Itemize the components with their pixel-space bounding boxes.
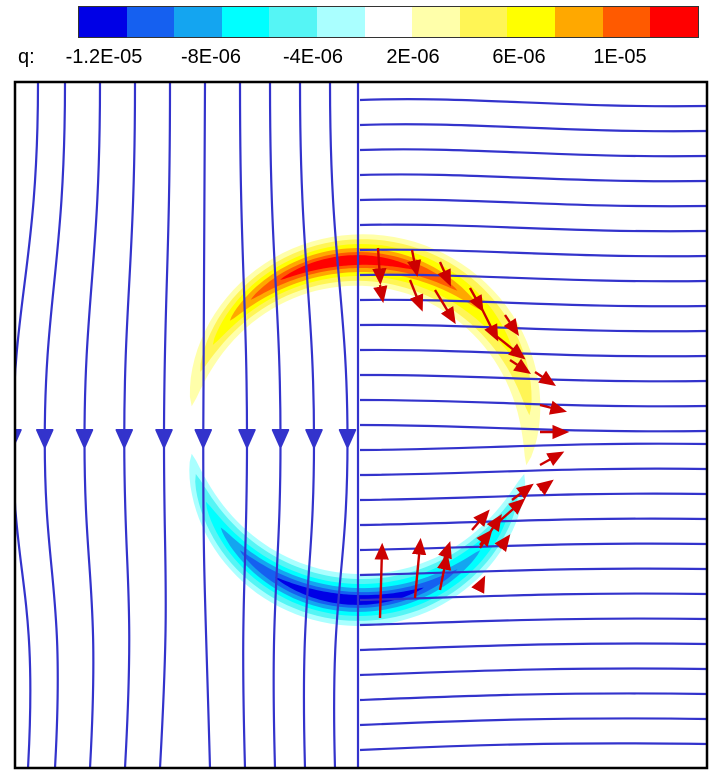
streamline: [359, 273, 707, 283]
vector-arrow: [471, 509, 490, 531]
streamline: [359, 223, 707, 233]
streamline: [359, 148, 707, 158]
field-contour: [275, 577, 424, 605]
streamline: [359, 98, 707, 108]
plot-frame: [13, 80, 709, 770]
streamline: [359, 667, 707, 677]
streamline: [359, 323, 707, 333]
streamline: [359, 517, 707, 527]
vector-arrow: [534, 370, 556, 386]
streamline: [359, 373, 707, 383]
streamline: [359, 442, 707, 452]
streamline: [359, 542, 707, 552]
colorbar-segment: [507, 7, 556, 37]
streamline: [359, 592, 707, 602]
scalar-field: [189, 234, 541, 626]
streamline: [35, 82, 67, 768]
streamline: [359, 398, 707, 408]
vector-arrow: [478, 304, 499, 342]
vector-arrow: [411, 537, 427, 599]
vectors: [372, 247, 570, 619]
streamline: [15, 82, 40, 768]
streamline: [359, 717, 707, 727]
colorbar-segment: [555, 7, 603, 37]
vector-arrow: [437, 552, 452, 591]
colorbar-segment: [650, 7, 698, 37]
streamline: [359, 248, 707, 258]
vector-arrow: [373, 284, 388, 304]
vector-arrow: [509, 358, 531, 374]
vector-arrow: [503, 314, 519, 336]
colorbar-segment: [174, 7, 222, 37]
vector-arrow: [433, 289, 456, 325]
colorbar-segment: [459, 7, 508, 37]
streamline: [359, 642, 707, 652]
streamline: [328, 82, 357, 768]
streamline: [238, 82, 256, 768]
streamline: [359, 742, 707, 752]
colorbar: [78, 6, 699, 38]
colorbar-segment: [126, 7, 175, 37]
colorbar-tick-label: -4E-06: [282, 46, 344, 68]
streamline: [359, 692, 707, 702]
field-contour: [250, 252, 458, 300]
streamline: [359, 423, 707, 433]
colorbar-segment: [364, 7, 413, 37]
vector-arrow: [374, 542, 389, 619]
colorbar-segment: [602, 7, 651, 37]
colorbar-segment: [269, 7, 318, 37]
streamline: [359, 467, 707, 477]
vector-arrow: [372, 247, 387, 286]
streamline: [359, 298, 707, 308]
colorbar-segment: [221, 7, 270, 37]
vector-arrow: [471, 575, 486, 594]
streamline: [359, 123, 707, 133]
streamline: [359, 198, 707, 208]
streamline: [268, 82, 290, 768]
vector-arrow: [438, 541, 452, 567]
vector-arrow: [539, 400, 567, 415]
vector-arrow: [437, 261, 451, 287]
colorbar-tick-label: -8E-06: [180, 46, 242, 68]
streamline: [359, 173, 707, 183]
vector-arrow: [407, 249, 422, 278]
colorbar-segment: [317, 7, 365, 37]
streamline: [298, 82, 323, 768]
colorbar-segment: [412, 7, 460, 37]
streamline: [194, 82, 213, 768]
colorbar-tick-label: 2E-06: [386, 46, 440, 68]
vector-arrow: [468, 287, 484, 313]
streamline: [359, 348, 707, 358]
streamline: [75, 82, 102, 768]
streamline: [359, 567, 707, 577]
vector-arrow: [494, 334, 526, 360]
streamline: [155, 82, 173, 768]
vector-arrow: [536, 479, 554, 496]
vector-arrow: [511, 483, 534, 501]
vector-arrow: [408, 279, 424, 312]
field-contour: [280, 255, 419, 280]
vector-arrow: [539, 451, 565, 467]
streamline: [115, 82, 137, 768]
streamline: [359, 617, 707, 627]
streamline: [359, 492, 707, 502]
streamlines: [15, 82, 707, 768]
colorbar-segment: [79, 7, 127, 37]
colorbar-tick-label: -1.2E-05: [65, 46, 143, 68]
colorbar-tick-label: 6E-06: [492, 46, 546, 68]
vector-arrow: [476, 529, 493, 547]
colorbar-tick-label: 1E-05: [593, 46, 647, 68]
vector-arrow: [494, 534, 511, 552]
colorbar-title: q:: [18, 46, 35, 68]
